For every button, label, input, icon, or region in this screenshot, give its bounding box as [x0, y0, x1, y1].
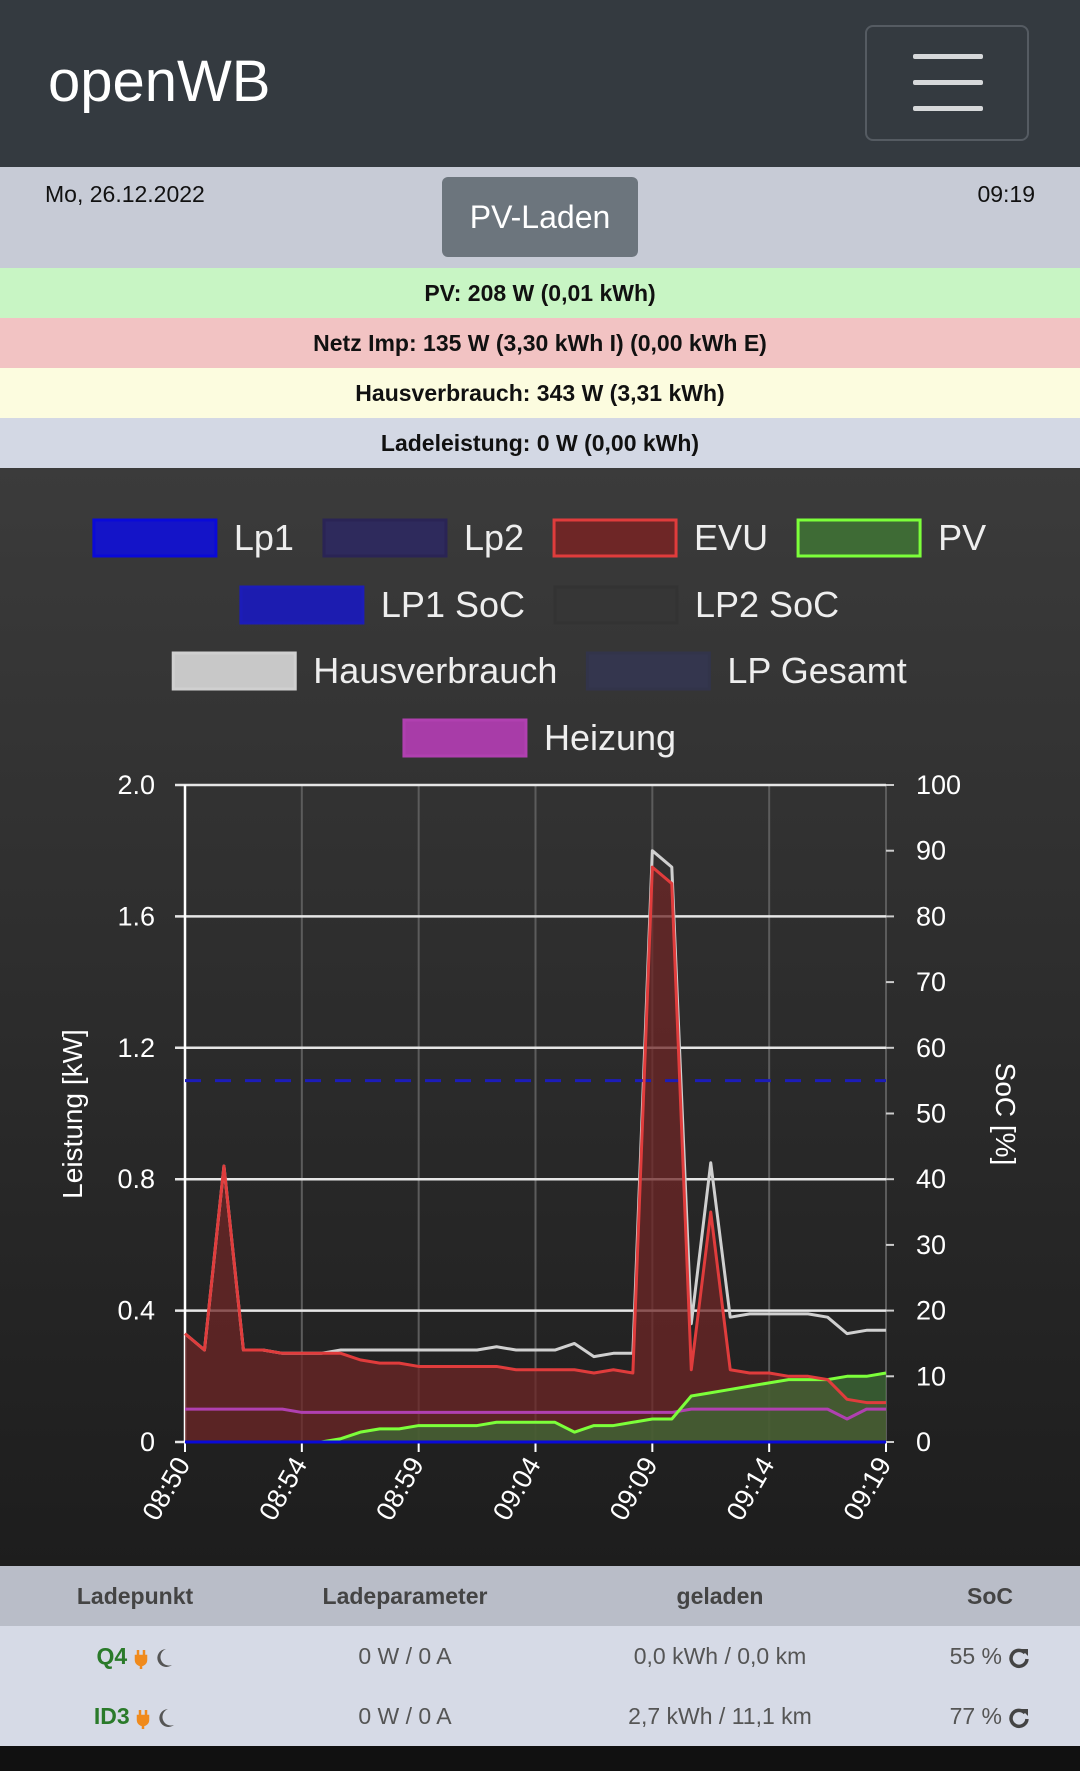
legend-label: LP2 SoC	[695, 584, 839, 625]
y2-tick-label: 80	[916, 901, 946, 931]
y2-tick-label: 30	[916, 1230, 946, 1260]
x-tick-label: 09:04	[487, 1452, 547, 1526]
legend-swatch	[552, 518, 678, 558]
cell: 0 W / 0 A	[358, 1703, 452, 1729]
area	[185, 1373, 886, 1442]
y2-tick-label: 20	[916, 1296, 946, 1326]
cell: ID3	[0, 1686, 270, 1746]
legend-swatch	[322, 518, 448, 558]
mode-button[interactable]: PV-Laden	[442, 177, 638, 257]
header-cell: SoC	[967, 1583, 1013, 1609]
soc: 77 %	[949, 1703, 1003, 1729]
y-tick-label: 0	[140, 1427, 155, 1457]
y-tick-label: 0.4	[117, 1296, 155, 1326]
pv-summary: PV: 208 W (0,01 kWh)	[0, 268, 1080, 318]
legend-label: EVU	[694, 517, 768, 558]
legend-label: LP Gesamt	[727, 650, 906, 691]
legend-label: LP1 SoC	[381, 584, 525, 625]
navbar: openWB	[0, 0, 1080, 167]
legend-label: Heizung	[544, 717, 676, 758]
y2-tick-label: 90	[916, 836, 946, 866]
y2-axis-title: SoC [%]	[990, 1063, 1021, 1166]
cell: 2,7 kWh / 11,1 km	[628, 1703, 812, 1729]
area	[185, 867, 886, 1442]
y2-tick-label: 10	[916, 1361, 946, 1391]
date: Mo, 26.12.2022	[45, 181, 205, 207]
y-tick-label: 1.2	[117, 1033, 155, 1063]
cell: 77 %	[900, 1686, 1080, 1746]
legend-swatch	[171, 651, 297, 691]
x-tick-label: 08:54	[253, 1452, 313, 1526]
y-axis-title: Leistung [kW]	[57, 1029, 88, 1199]
cell: 0,0 kWh / 0,0 km	[633, 1643, 807, 1669]
header-cell: Ladepunkt	[76, 1583, 194, 1609]
menu-button[interactable]	[865, 25, 1029, 141]
y2-tick-label: 100	[916, 770, 961, 800]
legend-label: Hausverbrauch	[313, 650, 557, 691]
series-line	[184, 865, 886, 1405]
y2-tick-label: 70	[916, 967, 946, 997]
legend-label: Lp2	[464, 517, 524, 558]
status-bar: Mo, 26.12.2022 PV-Laden 09:19	[0, 167, 1080, 268]
legend-row: LP1 SoC LP2 SoC	[239, 584, 839, 625]
cell: 0 W / 0 A	[358, 1643, 452, 1669]
legend-swatch	[239, 585, 365, 625]
y2-tick-label: 0	[916, 1427, 931, 1457]
header-cell: Ladeparameter	[322, 1583, 488, 1609]
chart: Leistung [kW] SoC [%] 08:50 08:54 08:59 09:…	[57, 517, 1021, 1526]
legend-swatch	[796, 518, 922, 558]
status-icons	[136, 1708, 175, 1729]
grid-summary: Netz Imp: 135 W (3,30 kWh I) (0,00 kWh E…	[0, 318, 1080, 368]
y2-tick-label: 60	[916, 1033, 946, 1063]
x-tick-label: 09:14	[721, 1452, 781, 1526]
legend-label: Lp1	[234, 517, 294, 558]
refresh-icon[interactable]	[1008, 1707, 1030, 1729]
charge-point[interactable]: ID3	[93, 1703, 130, 1729]
time: 09:19	[977, 181, 1035, 207]
legend-swatch	[92, 518, 218, 558]
x-tick-label: 09:09	[604, 1452, 664, 1526]
x-tick-label: 09:19	[837, 1452, 897, 1526]
table-row: ID3 0 W / 0 A 2,7 kWh / 11,1 km 77 %	[0, 1686, 1080, 1746]
series-line	[185, 1407, 886, 1421]
chart-area: Leistung [kW] SoC [%] 08:50 08:54 08:59 09:…	[0, 468, 1080, 1566]
brand[interactable]: openWB	[48, 49, 271, 114]
table-row: Q4 0 W / 0 A 0,0 kWh / 0,0 km 55 %	[0, 1626, 1080, 1686]
charge-summary: Ladeleistung: 0 W (0,00 kWh)	[0, 418, 1080, 468]
legend-row: Lp1 Lp2 EVU PV	[92, 517, 986, 558]
legend-swatch	[585, 651, 711, 691]
legend-row: Heizung	[402, 717, 676, 758]
x-tick-label: 08:50	[136, 1452, 196, 1526]
y-tick-label: 1.6	[117, 901, 155, 931]
legend-label: PV	[938, 517, 986, 558]
legend-swatch	[553, 585, 679, 625]
cell: 55 %	[900, 1626, 1080, 1686]
y-tick-label: 0.8	[117, 1164, 155, 1194]
y2-tick-label: 40	[916, 1164, 946, 1194]
charge-point[interactable]: Q4	[96, 1643, 128, 1669]
x-tick-label: 08:59	[370, 1452, 430, 1526]
refresh-icon[interactable]	[1008, 1647, 1030, 1669]
legend-swatch	[402, 718, 528, 758]
y-tick-label: 2.0	[117, 770, 155, 800]
legend-row: Hausverbrauch LP Gesamt	[171, 650, 907, 691]
house-summary: Hausverbrauch: 343 W (3,31 kWh)	[0, 368, 1080, 418]
cell: Q4	[0, 1626, 270, 1686]
header-cell: geladen	[676, 1583, 764, 1609]
table-header: Ladepunkt Ladeparameter geladen SoC	[0, 1566, 1080, 1626]
soc: 55 %	[949, 1643, 1003, 1669]
status-icons	[134, 1648, 172, 1669]
y2-tick-label: 50	[916, 1099, 946, 1129]
